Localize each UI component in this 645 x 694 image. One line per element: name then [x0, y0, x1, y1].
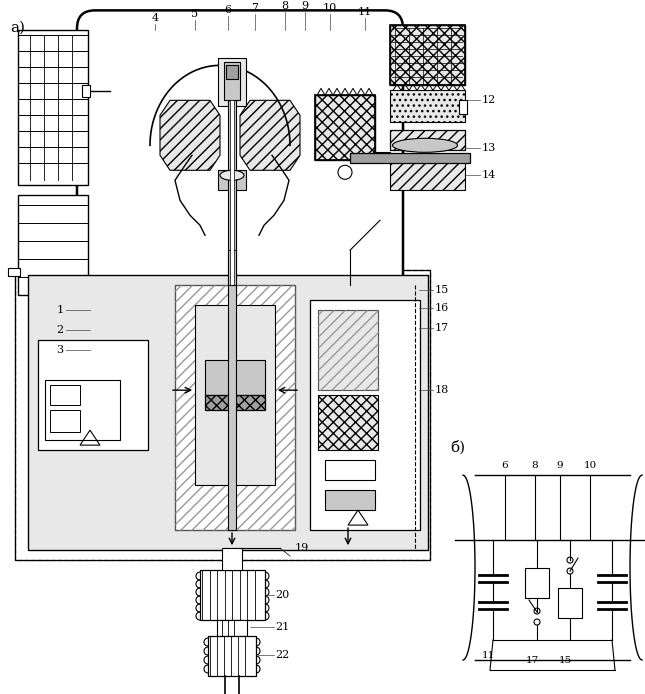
Bar [218, 58, 246, 106]
Bar [226, 65, 238, 79]
Text: 8: 8 [281, 1, 288, 11]
Bar [390, 160, 465, 190]
Bar [390, 26, 465, 85]
Text: б): б) [450, 440, 465, 455]
Bar [82, 85, 90, 97]
Bar [228, 285, 236, 530]
Bar [18, 195, 88, 295]
Text: 10: 10 [323, 3, 337, 13]
Bar [195, 305, 275, 485]
Bar [218, 170, 246, 190]
Bar [205, 360, 265, 395]
Text: 3: 3 [57, 345, 64, 355]
Bar [459, 101, 467, 115]
Bar [390, 90, 465, 122]
Bar [50, 385, 80, 405]
Bar [318, 395, 378, 450]
Bar [310, 301, 420, 530]
Bar [525, 568, 549, 598]
Text: 15: 15 [435, 285, 450, 295]
Text: 22: 22 [275, 650, 289, 660]
Bar [175, 285, 295, 530]
Bar [175, 285, 295, 530]
Polygon shape [160, 101, 220, 170]
Text: 7: 7 [252, 3, 259, 13]
Bar [228, 251, 236, 285]
Bar [558, 588, 582, 618]
Text: 4: 4 [152, 13, 159, 24]
Bar [28, 276, 428, 550]
Bar [318, 310, 378, 390]
Text: 14: 14 [482, 170, 496, 180]
Bar [200, 570, 265, 620]
Bar [390, 130, 465, 151]
Bar [350, 153, 470, 163]
Bar [18, 31, 88, 185]
Bar [325, 460, 375, 480]
Text: 13: 13 [482, 143, 496, 153]
Bar [315, 95, 375, 160]
Bar [15, 270, 430, 560]
Bar [50, 410, 80, 432]
Text: 17: 17 [526, 656, 539, 665]
Text: 6: 6 [502, 461, 508, 470]
Text: 18: 18 [435, 385, 450, 395]
Text: 6: 6 [224, 6, 232, 15]
Text: 8: 8 [531, 461, 539, 470]
Text: 9: 9 [557, 461, 563, 470]
Bar [15, 270, 430, 560]
Bar [228, 101, 236, 301]
Text: 5: 5 [192, 10, 199, 19]
Ellipse shape [393, 138, 457, 152]
Bar [45, 380, 120, 440]
Bar [230, 101, 234, 301]
Text: 16: 16 [435, 303, 450, 313]
Bar [315, 95, 375, 160]
Text: 17: 17 [435, 323, 449, 333]
Text: 10: 10 [583, 461, 597, 470]
Bar [38, 340, 148, 450]
Text: 11: 11 [358, 8, 372, 17]
Bar [8, 269, 20, 276]
Bar [325, 490, 375, 510]
Bar [222, 548, 242, 570]
Bar [390, 26, 465, 85]
Bar [318, 310, 378, 390]
Text: 19: 19 [295, 543, 309, 553]
Bar [205, 395, 265, 410]
Ellipse shape [220, 170, 244, 180]
Bar [224, 62, 240, 101]
Text: 20: 20 [275, 590, 289, 600]
Polygon shape [240, 101, 300, 170]
Text: а): а) [10, 20, 25, 35]
Text: 9: 9 [301, 1, 308, 11]
Text: 1: 1 [57, 305, 64, 315]
Text: 11: 11 [481, 650, 495, 659]
FancyBboxPatch shape [77, 10, 403, 301]
Text: 2: 2 [57, 325, 64, 335]
Bar [217, 620, 247, 636]
Text: 12: 12 [482, 95, 496, 105]
Text: 15: 15 [559, 656, 571, 665]
Text: 21: 21 [275, 622, 289, 632]
Bar [208, 636, 256, 676]
Ellipse shape [338, 165, 352, 179]
